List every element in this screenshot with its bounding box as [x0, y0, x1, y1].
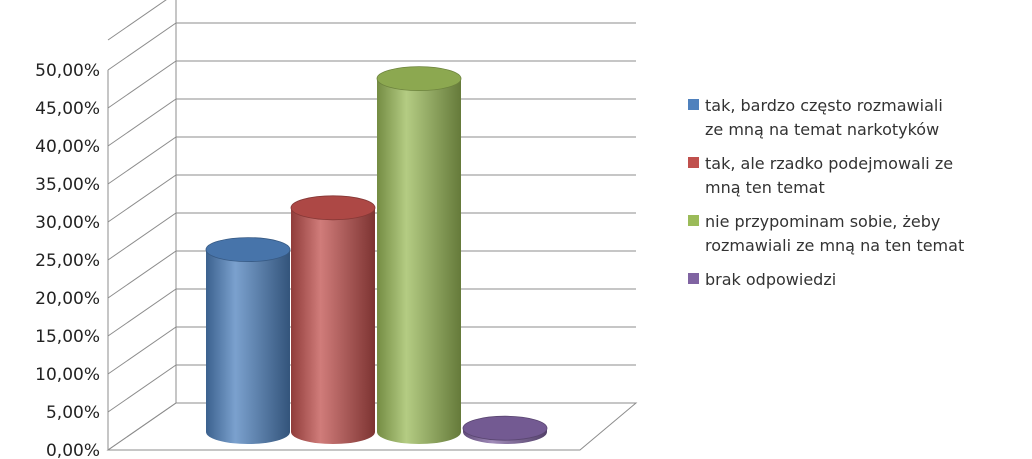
bar-top-1	[290, 195, 376, 221]
legend-swatch-2	[688, 215, 699, 226]
legend-label-0: tak, bardzo często rozmawiali ze mną na …	[705, 96, 943, 139]
y-tick-label: 35,00%	[35, 175, 100, 195]
legend-swatch-1	[688, 157, 699, 168]
legend-label-2: nie przypominam sobie, żeby rozmawiali z…	[705, 212, 965, 255]
legend-item-3: brak odpowiedzi	[688, 268, 1028, 292]
gridline	[107, 212, 636, 261]
legend-item-2: nie przypominam sobie, żeby rozmawiali z…	[688, 210, 1028, 258]
y-tick-label: 30,00%	[35, 213, 100, 233]
legend-label-1: tak, ale rzadko podejmowali ze mną ten t…	[705, 154, 954, 197]
legend-swatch-0	[688, 99, 699, 110]
gridline	[107, 22, 636, 71]
legend-swatch-3	[688, 273, 699, 284]
y-tick-label: 5,00%	[46, 403, 100, 423]
gridline	[107, 364, 636, 413]
legend-item-0: tak, bardzo często rozmawiali ze mną na …	[688, 94, 1028, 142]
y-tick-label: 15,00%	[35, 327, 100, 347]
y-tick-label: 45,00%	[35, 99, 100, 119]
bar-body-2	[377, 78, 461, 444]
gridline	[107, 326, 636, 375]
gridline	[107, 288, 636, 337]
legend: tak, bardzo często rozmawiali ze mną na …	[688, 94, 1028, 302]
bars	[205, 66, 548, 444]
legend-label-3: brak odpowiedzi	[705, 270, 837, 289]
y-tick-label: 40,00%	[35, 137, 100, 157]
y-tick-label: 25,00%	[35, 251, 100, 271]
gridline	[107, 136, 636, 185]
legend-item-1: tak, ale rzadko podejmowali ze mną ten t…	[688, 152, 1028, 200]
bar-top-3	[462, 415, 548, 441]
bar-1	[290, 195, 376, 444]
bar-3	[462, 415, 548, 444]
bar-top-0	[205, 237, 291, 263]
bar-0	[205, 237, 291, 444]
gridline	[107, 98, 636, 147]
bar-body-0	[206, 249, 290, 444]
bar-body-1	[291, 207, 375, 444]
y-tick-label: 0,00%	[46, 441, 100, 459]
bar-2	[376, 66, 462, 444]
gridline	[107, 402, 636, 451]
gridline	[107, 0, 167, 41]
gridlines	[107, 0, 636, 451]
bar-top-2	[376, 66, 462, 91]
y-tick-label: 50,00%	[35, 61, 100, 81]
gridline	[107, 250, 636, 299]
y-axis-ticks: 0,00% 5,00% 10,00% 15,00% 20,00% 25,00% 30,00%…	[35, 61, 100, 459]
gridline	[107, 60, 636, 109]
y-tick-label: 10,00%	[35, 365, 100, 385]
y-tick-label: 20,00%	[35, 289, 100, 309]
gridline	[107, 174, 636, 223]
